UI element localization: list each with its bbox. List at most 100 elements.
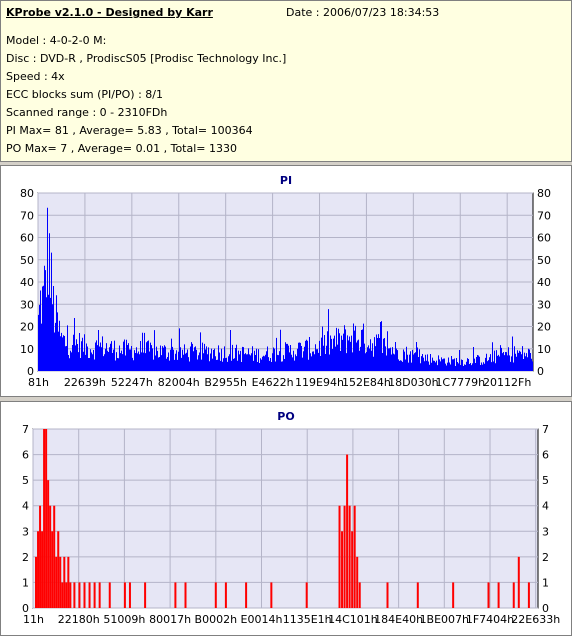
po-bar [41,531,44,608]
po-bar [416,582,419,608]
po-bar [343,505,346,608]
info-po-stats: PO Max= 7 , Average= 0.01 , Total= 1330 [6,142,237,155]
po-bar [527,582,530,608]
y-tick-label-right: 1 [542,576,549,589]
x-tick-label: 1135E1h [283,613,332,626]
po-bar [65,582,68,608]
pi-chart: 0 0 10 10 20 20 30 30 40 40 50 50 60 60 70 70 80 80 81h 226… [20,187,551,389]
po-bar [353,505,356,608]
po-bar [341,531,344,608]
po-bar [487,582,490,608]
y-tick-label-right: 10 [537,343,551,356]
x-tick-label: 22E633h [511,613,560,626]
x-tick-label: 51009h [103,613,145,626]
x-tick-label: 184E40h [374,613,423,626]
y-tick-label-left: 40 [20,276,34,289]
po-bar [45,429,48,608]
y-tick-label-left: 2 [22,551,29,564]
po-bar [123,582,126,608]
po-bar [517,556,520,608]
po-bar [49,505,52,608]
po-bar [512,582,515,608]
po-bar [214,582,217,608]
x-tick-label: 52247h [111,376,153,389]
po-bar [53,505,56,608]
po-bar [37,531,40,608]
y-tick-label-left: 0 [27,365,34,378]
y-tick-label-right: 80 [537,187,551,200]
x-tick-label: 22180h [58,613,100,626]
po-bar [346,454,349,608]
po-bar [47,480,50,608]
po-chart: 0 0 1 1 2 2 3 3 4 4 5 5 6 6 7 7 11h 22180h 51009h 80017h B00… [22,423,560,626]
po-bar [305,582,308,608]
po-bar [67,556,70,608]
y-tick-label-left: 4 [22,500,29,513]
x-tick-label: 18D030h [388,376,438,389]
y-tick-label-left: 70 [20,209,34,222]
po-bar [83,582,86,608]
y-tick-label-right: 50 [537,254,551,267]
po-bar [338,505,341,608]
y-tick-label-right: 30 [537,298,551,311]
info-speed: Speed : 4x [6,70,65,83]
info-ecc: ECC blocks sum (PI/PO) : 8/1 [6,88,163,101]
po-bar [61,582,64,608]
info-disc: Disc : DVD-R , ProdiscS05 [Prodisc Techn… [6,52,287,65]
y-tick-label-left: 7 [22,423,29,436]
info-pi-stats: PI Max= 81 , Average= 5.83 , Total= 1003… [6,124,253,137]
po-bar [356,556,359,608]
y-tick-label-left: 30 [20,298,34,311]
po-bar [39,505,42,608]
po-bar [73,582,76,608]
po-bar [351,531,354,608]
po-bar [497,582,500,608]
po-bar [63,556,66,608]
po-bar [358,582,361,608]
x-tick-label: 82004h [158,376,200,389]
x-tick-label: 152E84h [342,376,391,389]
x-tick-label: E4622h [252,376,294,389]
info-model: Model : 4-0-2-0 M: [6,34,107,47]
x-tick-label: 81h [28,376,49,389]
po-chart-panel: PO 0 0 1 1 2 2 3 3 4 4 5 5 6 6 7 7 11h 22180h 51009h 80017h… [0,401,572,636]
po-bar [69,582,72,608]
app-title: KProbe v2.1.0 - Designed by Karr [6,6,213,19]
po-bar [93,582,96,608]
y-tick-label-right: 70 [537,209,551,222]
y-tick-label-left: 60 [20,232,34,245]
po-series [35,429,530,608]
po-bar [59,556,62,608]
y-tick-label-left: 20 [20,321,34,334]
x-tick-label: 22639h [64,376,106,389]
x-tick-label: 1C7779h [435,376,485,389]
po-bar [348,505,351,608]
x-tick-label: 20112Fh [483,376,531,389]
x-tick-label: 11h [23,613,44,626]
y-tick-label-left: 3 [22,525,29,538]
po-bar [386,582,389,608]
y-tick-label-right: 2 [542,551,549,564]
y-tick-label-left: 0 [22,602,29,615]
po-bar [43,429,46,608]
y-tick-label-right: 3 [542,525,549,538]
po-bar [144,582,147,608]
x-tick-label: 119E94h [295,376,344,389]
po-bar [245,582,248,608]
po-bar [51,531,54,608]
pi-chart-title: PI [279,174,293,187]
po-bar [270,582,273,608]
x-tick-label: 80017h [149,613,191,626]
y-tick-label-left: 10 [20,343,34,356]
pi-series [38,207,533,371]
po-bar [174,582,177,608]
y-tick-label-left: 1 [22,576,29,589]
y-tick-label-right: 6 [542,449,549,462]
po-bar [452,582,455,608]
po-bar [128,582,131,608]
info-range: Scanned range : 0 - 2310FDh [6,106,168,119]
y-tick-label-right: 0 [537,365,544,378]
po-bar [98,582,101,608]
x-tick-label: 14C101h [328,613,378,626]
y-tick-label-left: 6 [22,449,29,462]
